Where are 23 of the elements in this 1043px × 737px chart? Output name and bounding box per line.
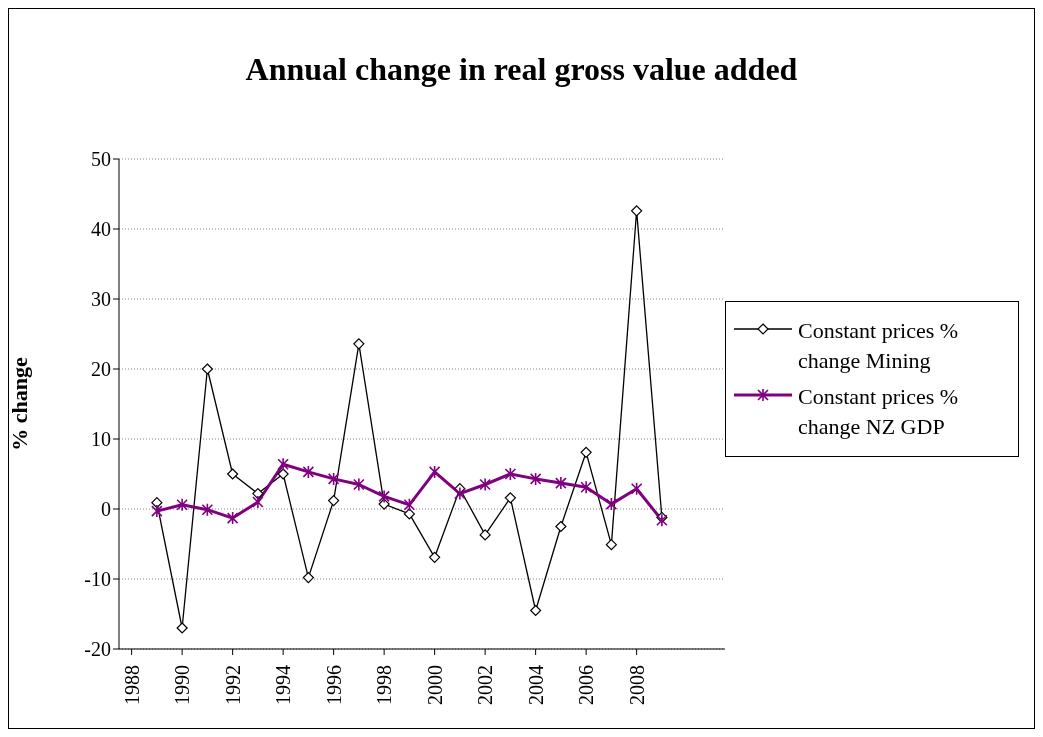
x-tick-label: 2000: [423, 665, 446, 705]
x-tick-label: 2006: [575, 665, 598, 705]
x-tick-label: 1992: [221, 665, 244, 705]
x-tick-label: 2008: [625, 665, 648, 705]
x-tick-label: 1998: [373, 665, 396, 705]
x-tick-label: 1994: [272, 665, 295, 705]
y-axis-title: % change: [6, 357, 32, 451]
y-tick-label: 30: [91, 288, 111, 311]
y-tick-label: -10: [84, 568, 111, 591]
y-tick-label: 0: [101, 498, 111, 521]
y-tick-label: 20: [91, 358, 111, 381]
x-tick-label: 2002: [474, 665, 497, 705]
y-tick-label: -20: [84, 638, 111, 661]
x-tick-label: 2004: [524, 665, 547, 705]
x-tick-label: 1988: [120, 665, 143, 705]
y-tick-label: 50: [91, 148, 111, 171]
y-tick-label: 10: [91, 428, 111, 451]
legend-label: Constant prices % change NZ GDP: [798, 383, 960, 441]
x-tick-label: 1990: [171, 665, 194, 705]
y-tick-label: 40: [91, 218, 111, 241]
x-tick-label: 1996: [322, 665, 345, 705]
chart-title: Annual change in real gross value added: [244, 51, 799, 88]
legend-label: Constant prices % change Mining: [798, 317, 960, 375]
